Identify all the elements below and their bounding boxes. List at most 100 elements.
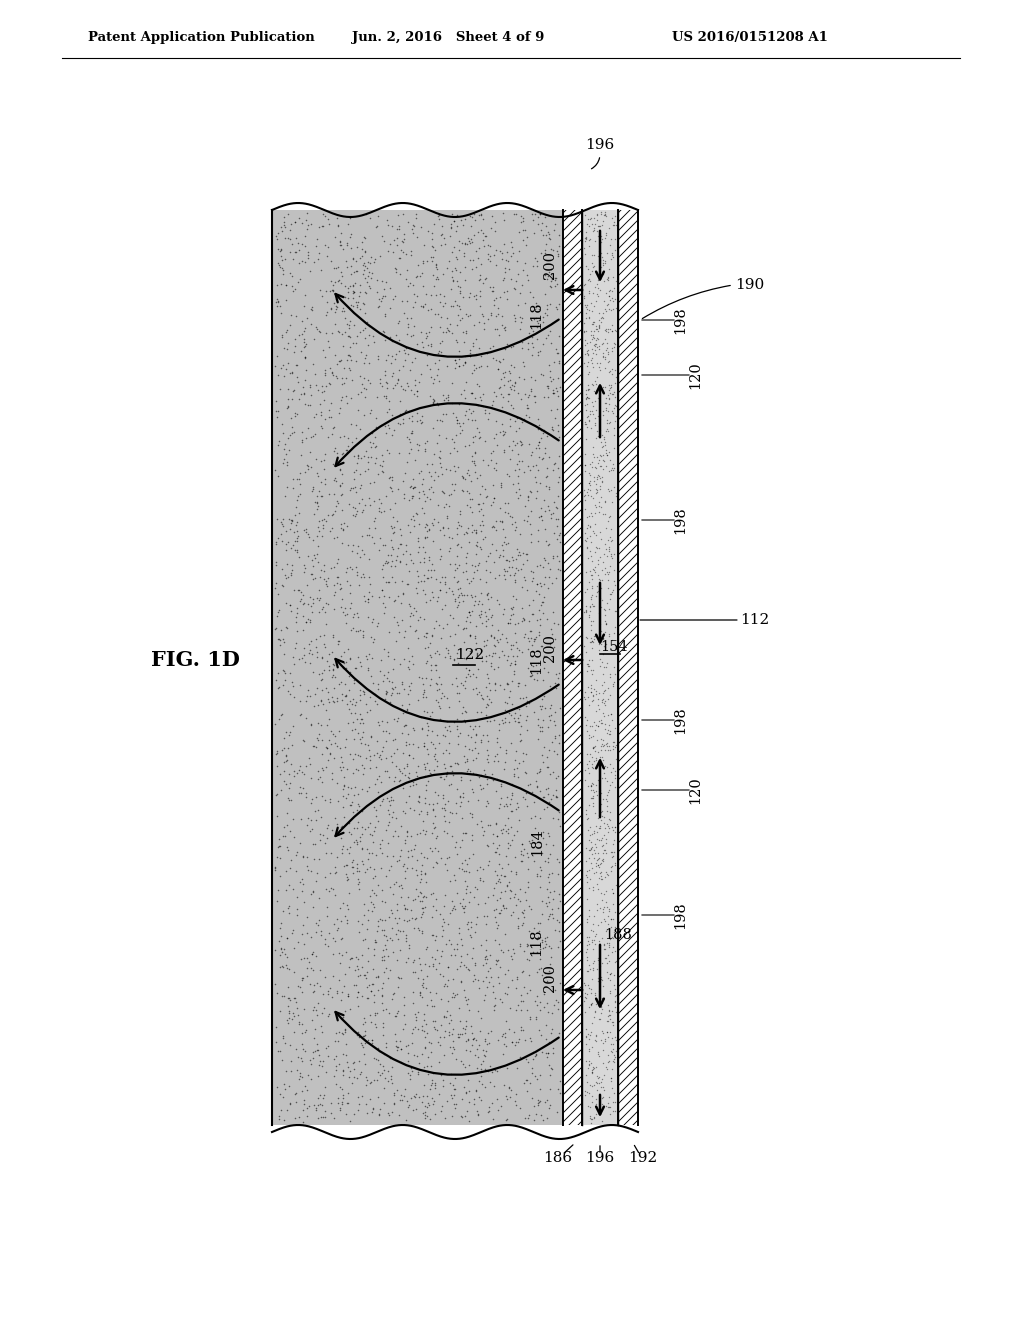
Point xyxy=(339,314,355,335)
Point xyxy=(462,205,478,226)
Point xyxy=(375,940,391,961)
Point xyxy=(498,627,514,648)
Point xyxy=(598,392,614,413)
Point xyxy=(431,1034,447,1055)
Point xyxy=(504,507,520,528)
Point xyxy=(477,487,494,508)
Point xyxy=(413,216,429,238)
Point xyxy=(383,545,399,566)
Point xyxy=(605,211,622,232)
Point xyxy=(334,928,350,949)
Point xyxy=(426,817,442,838)
Point xyxy=(366,252,382,273)
Point xyxy=(480,792,497,813)
Point xyxy=(429,673,445,694)
Point xyxy=(342,948,358,969)
Point xyxy=(402,244,419,265)
Point xyxy=(593,969,609,990)
Point xyxy=(440,1020,457,1041)
Point xyxy=(342,836,358,857)
Point xyxy=(538,1014,554,1035)
Point xyxy=(387,550,403,572)
Point xyxy=(547,920,563,941)
Point xyxy=(395,228,412,249)
Point xyxy=(404,846,421,867)
Point xyxy=(273,257,290,279)
Point xyxy=(362,446,379,467)
Point xyxy=(461,482,477,503)
Point xyxy=(460,1069,476,1090)
Point xyxy=(604,882,621,903)
Point xyxy=(312,767,329,788)
Point xyxy=(284,672,300,693)
Point xyxy=(409,577,425,598)
Point xyxy=(591,830,607,851)
Point xyxy=(507,459,523,480)
Point xyxy=(516,368,532,389)
Point xyxy=(419,623,435,644)
Point xyxy=(354,763,371,784)
Text: 190: 190 xyxy=(735,279,764,292)
Point xyxy=(545,1038,561,1059)
Point xyxy=(391,845,408,866)
Point xyxy=(404,297,421,318)
Point xyxy=(457,436,473,457)
Point xyxy=(303,630,319,651)
Point xyxy=(601,935,617,956)
Point xyxy=(322,742,338,763)
Point xyxy=(541,355,557,376)
Point xyxy=(289,597,305,618)
Point xyxy=(581,878,597,899)
Point xyxy=(578,400,594,421)
Point xyxy=(506,277,522,298)
Point xyxy=(414,890,430,911)
Point xyxy=(534,213,550,234)
Point xyxy=(321,936,337,957)
Point xyxy=(534,506,550,527)
Point xyxy=(370,675,386,696)
Point xyxy=(505,635,521,656)
Point xyxy=(349,1100,366,1121)
Point xyxy=(455,1053,471,1074)
Point xyxy=(594,664,610,685)
Point xyxy=(546,492,562,513)
Point xyxy=(298,708,314,729)
Point xyxy=(589,576,605,597)
Point xyxy=(357,590,374,611)
Point xyxy=(315,693,332,714)
Point xyxy=(414,923,430,944)
Point xyxy=(378,1036,394,1057)
Point xyxy=(589,273,605,294)
Point xyxy=(388,1080,404,1101)
Point xyxy=(333,484,349,506)
Point xyxy=(382,297,398,318)
Point xyxy=(523,442,540,463)
Point xyxy=(268,391,285,412)
Point xyxy=(398,338,415,359)
Point xyxy=(518,719,535,741)
Point xyxy=(597,376,613,397)
Point xyxy=(439,257,456,279)
Point xyxy=(516,762,532,783)
Point xyxy=(495,269,511,290)
Point xyxy=(542,477,558,498)
Point xyxy=(585,611,601,632)
Point xyxy=(542,741,558,762)
Point xyxy=(439,318,456,339)
Point xyxy=(439,847,456,869)
Point xyxy=(606,760,623,781)
Point xyxy=(347,692,364,713)
Point xyxy=(605,333,622,354)
Point xyxy=(595,627,611,648)
Point xyxy=(501,550,517,572)
Point xyxy=(387,285,403,306)
Text: 200: 200 xyxy=(543,251,557,279)
Point xyxy=(361,886,378,907)
Point xyxy=(582,228,598,249)
Text: 196: 196 xyxy=(586,1151,614,1166)
Point xyxy=(400,656,417,677)
Point xyxy=(476,226,493,247)
Point xyxy=(346,469,362,490)
Point xyxy=(431,696,447,717)
Point xyxy=(526,298,543,319)
